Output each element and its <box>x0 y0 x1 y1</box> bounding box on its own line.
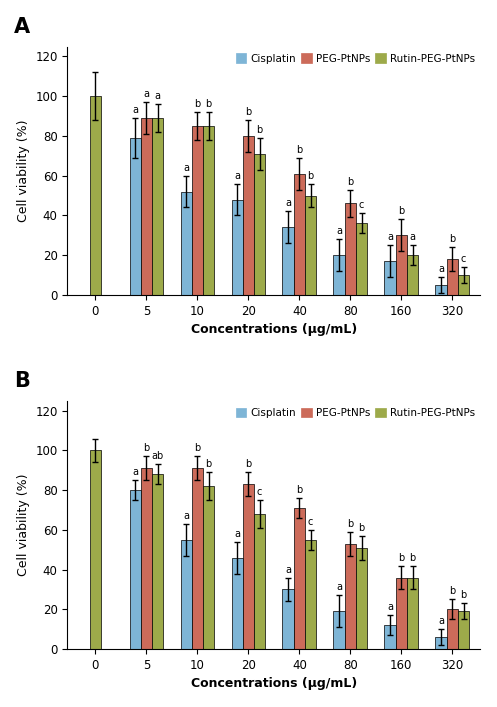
Bar <box>294 174 305 295</box>
Text: a: a <box>285 199 291 209</box>
Bar <box>396 235 407 295</box>
Bar <box>447 609 458 649</box>
Bar <box>356 223 367 295</box>
Text: b: b <box>205 460 212 469</box>
Bar <box>333 612 345 649</box>
Text: a: a <box>183 511 189 521</box>
Bar <box>180 540 192 649</box>
Text: b: b <box>347 177 353 187</box>
Text: A: A <box>13 17 30 37</box>
Text: b: b <box>296 485 303 495</box>
Bar <box>192 468 203 649</box>
Bar <box>407 578 418 649</box>
Bar <box>356 548 367 649</box>
Text: c: c <box>359 201 364 211</box>
Text: b: b <box>296 145 303 155</box>
Text: b: b <box>347 519 353 529</box>
Text: b: b <box>358 523 365 533</box>
Bar <box>407 255 418 295</box>
Text: b: b <box>194 443 200 453</box>
Text: a: a <box>438 617 444 626</box>
Text: a: a <box>234 170 240 181</box>
Legend: Cisplatin, PEG-PtNPs, Rutin-PEG-PtNPs: Cisplatin, PEG-PtNPs, Rutin-PEG-PtNPs <box>232 404 479 422</box>
Bar <box>345 204 356 295</box>
Text: a: a <box>132 467 138 477</box>
Text: b: b <box>143 443 150 453</box>
Text: a: a <box>234 529 240 539</box>
Text: b: b <box>245 107 251 117</box>
Text: a: a <box>387 602 393 612</box>
Text: b: b <box>398 206 405 216</box>
Bar <box>435 285 447 295</box>
Legend: Cisplatin, PEG-PtNPs, Rutin-PEG-PtNPs: Cisplatin, PEG-PtNPs, Rutin-PEG-PtNPs <box>232 49 479 68</box>
Bar <box>90 96 101 295</box>
Text: a: a <box>183 163 189 173</box>
Bar <box>282 228 294 295</box>
Text: a: a <box>438 264 444 274</box>
Bar <box>130 138 141 295</box>
Bar <box>254 514 265 649</box>
Bar <box>435 637 447 649</box>
Text: a: a <box>132 105 138 115</box>
Y-axis label: Cell viability (%): Cell viability (%) <box>17 474 30 576</box>
Bar <box>203 126 214 295</box>
Bar <box>192 126 203 295</box>
Text: B: B <box>13 371 29 391</box>
Bar <box>385 261 396 295</box>
Bar <box>333 255 345 295</box>
Bar <box>447 259 458 295</box>
Bar <box>232 558 243 649</box>
Bar <box>243 136 254 295</box>
Text: a: a <box>410 232 415 243</box>
Bar <box>305 196 316 295</box>
Text: c: c <box>461 254 466 264</box>
Text: b: b <box>205 99 212 109</box>
Y-axis label: Cell viability (%): Cell viability (%) <box>17 119 30 222</box>
Bar <box>254 154 265 295</box>
Bar <box>305 540 316 649</box>
Bar <box>345 544 356 649</box>
Bar <box>294 508 305 649</box>
Text: ab: ab <box>152 451 164 462</box>
Bar <box>152 474 163 649</box>
Bar <box>385 625 396 649</box>
Text: c: c <box>308 517 313 527</box>
Text: b: b <box>410 553 415 563</box>
X-axis label: Concentrations (μg/mL): Concentrations (μg/mL) <box>191 323 357 336</box>
Bar <box>243 484 254 649</box>
Text: b: b <box>194 99 200 109</box>
Text: a: a <box>285 565 291 575</box>
Bar <box>141 468 152 649</box>
Text: a: a <box>143 89 150 99</box>
Text: b: b <box>245 460 251 469</box>
Bar <box>152 118 163 295</box>
X-axis label: Concentrations (μg/mL): Concentrations (μg/mL) <box>191 677 357 690</box>
Bar <box>458 275 469 295</box>
Text: a: a <box>336 583 342 592</box>
Text: b: b <box>308 170 314 181</box>
Text: a: a <box>387 232 393 243</box>
Text: b: b <box>256 125 263 135</box>
Bar <box>458 612 469 649</box>
Text: b: b <box>449 586 455 597</box>
Bar <box>141 118 152 295</box>
Text: a: a <box>336 226 342 236</box>
Text: b: b <box>398 553 405 563</box>
Bar <box>180 192 192 295</box>
Text: a: a <box>155 91 161 101</box>
Text: b: b <box>449 234 455 244</box>
Bar <box>203 486 214 649</box>
Text: c: c <box>257 487 262 497</box>
Text: b: b <box>460 590 467 600</box>
Bar <box>90 450 101 649</box>
Bar <box>282 590 294 649</box>
Bar <box>130 490 141 649</box>
Bar <box>396 578 407 649</box>
Bar <box>232 199 243 295</box>
